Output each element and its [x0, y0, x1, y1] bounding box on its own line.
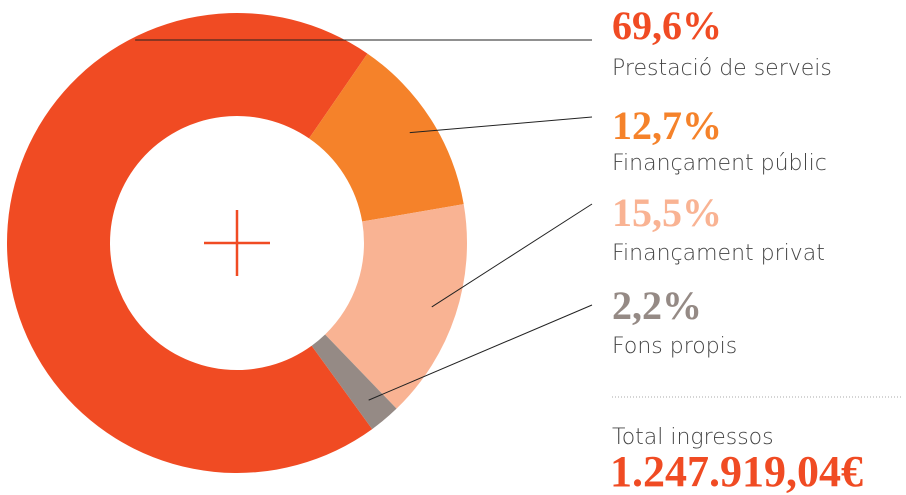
leader-line [431, 203, 593, 308]
slice [6, 12, 373, 473]
category-label: Fons propis [612, 334, 737, 359]
slice [311, 334, 397, 430]
category-label: Finançament públic [612, 151, 827, 176]
total-label: Total ingressos [612, 425, 774, 450]
slice [309, 53, 464, 222]
leader-line [409, 116, 593, 134]
total-value: 1.247.919,04€ [610, 447, 863, 495]
category-label: Finançament privat [612, 241, 825, 266]
value-label: 12,7% [612, 103, 722, 148]
value-label: 69,6% [612, 3, 722, 48]
leader-line [368, 304, 593, 401]
slice [325, 204, 467, 409]
value-label: 2,2% [612, 283, 702, 328]
donut [6, 12, 467, 473]
leader-lines [135, 39, 593, 401]
value-label: 15,5% [612, 190, 722, 235]
category-label: Prestació de serveis [612, 56, 832, 81]
